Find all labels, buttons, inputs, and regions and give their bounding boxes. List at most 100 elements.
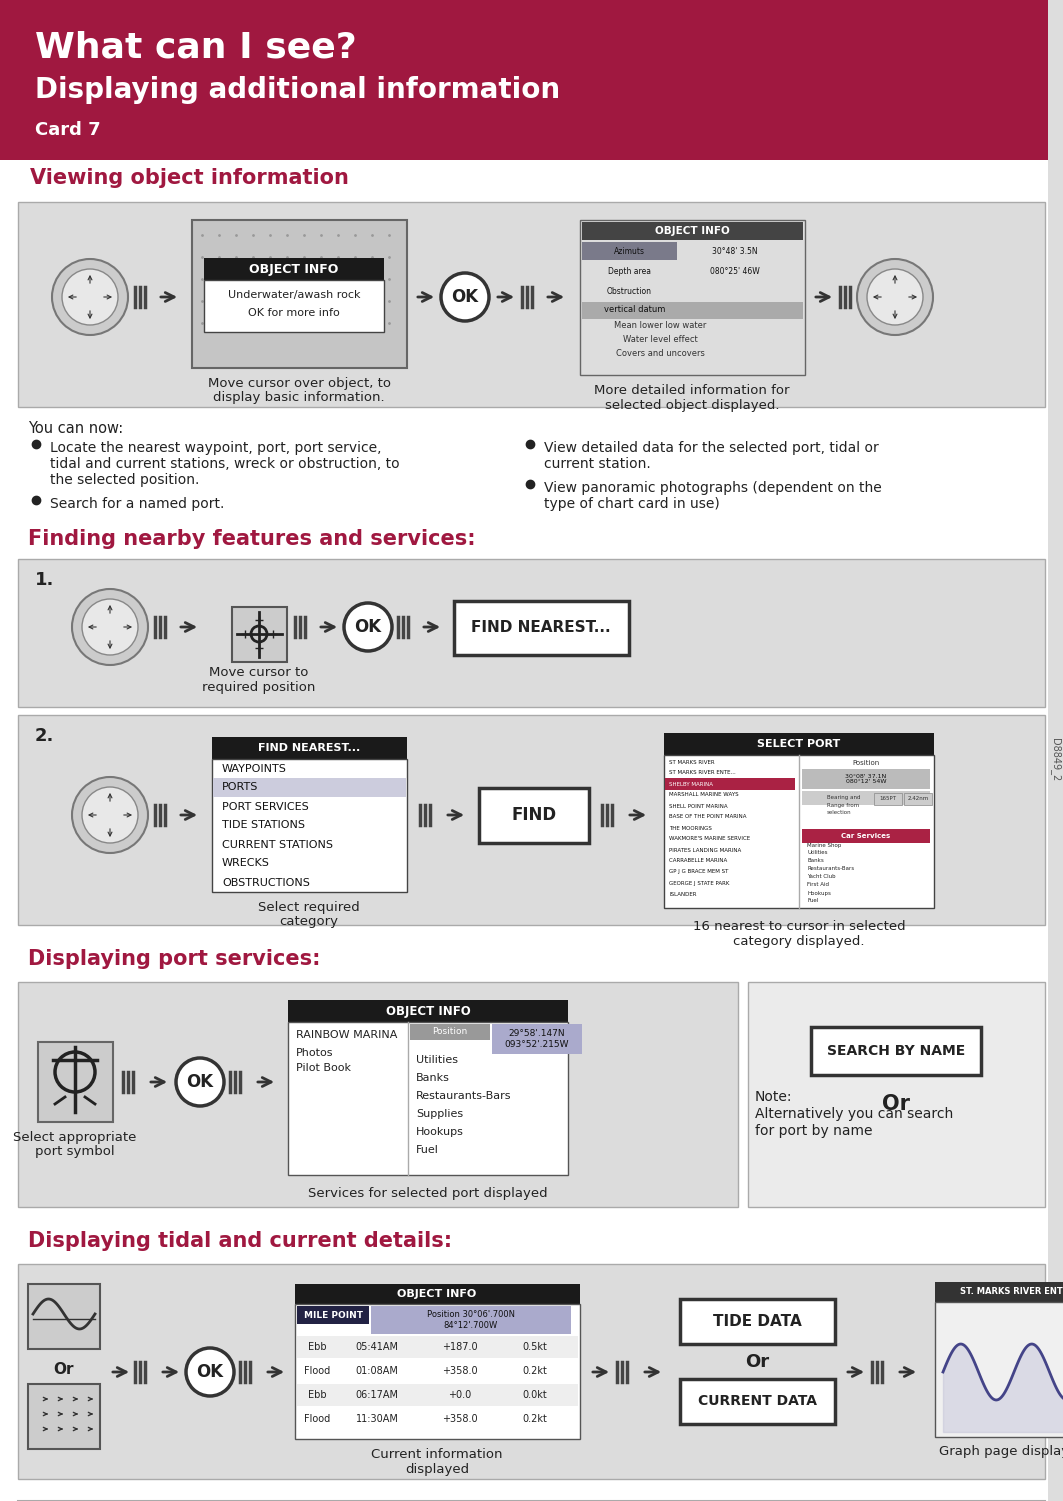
Text: 05:41AM: 05:41AM (355, 1342, 399, 1352)
Text: CURRENT STATIONS: CURRENT STATIONS (222, 839, 333, 850)
Text: SELECT PORT: SELECT PORT (757, 738, 841, 749)
Text: selection: selection (827, 809, 851, 815)
Bar (28, 1283, 100, 1349)
Circle shape (82, 787, 138, 844)
Text: Hookups: Hookups (416, 1127, 463, 1136)
Text: WRECKS: WRECKS (222, 859, 270, 869)
Text: type of chart card in use): type of chart card in use) (544, 497, 720, 510)
Text: TIDE DATA: TIDE DATA (712, 1313, 802, 1328)
Text: Ebb: Ebb (307, 1342, 326, 1352)
Text: SHELL POINT MARINA: SHELL POINT MARINA (669, 803, 728, 809)
Text: RAINBOW MARINA: RAINBOW MARINA (296, 1030, 398, 1040)
Bar (288, 1000, 568, 1022)
Text: Services for selected port displayed: Services for selected port displayed (308, 1186, 547, 1199)
Bar (232, 606, 287, 662)
Bar (492, 1024, 583, 1054)
Bar (192, 221, 407, 368)
Text: PIRATES LANDING MARINA: PIRATES LANDING MARINA (669, 848, 741, 853)
Text: 0.0kt: 0.0kt (523, 1390, 547, 1400)
Text: FIND NEAREST...: FIND NEAREST... (471, 620, 611, 635)
Text: ST MARKS RIVER ENTE...: ST MARKS RIVER ENTE... (669, 770, 736, 776)
Circle shape (52, 260, 128, 335)
Text: vertical datum: vertical datum (604, 306, 665, 315)
Text: THE MOORINGS: THE MOORINGS (669, 826, 712, 830)
Bar (802, 769, 930, 790)
Text: Covers and uncovers: Covers and uncovers (615, 350, 705, 359)
Text: Ebb: Ebb (307, 1390, 326, 1400)
Text: Search for a named port.: Search for a named port. (50, 497, 224, 510)
Text: Or: Or (745, 1352, 769, 1370)
Text: Current information: Current information (371, 1447, 503, 1460)
Bar (213, 778, 406, 797)
Text: CURRENT DATA: CURRENT DATA (697, 1394, 816, 1408)
Text: 30°08' 37.1N
080°12' 54W: 30°08' 37.1N 080°12' 54W (845, 773, 887, 785)
Text: Move cursor to: Move cursor to (209, 665, 308, 678)
Text: Banks: Banks (416, 1073, 450, 1084)
Text: Or: Or (882, 1094, 910, 1114)
Text: 2.: 2. (35, 726, 54, 744)
Text: ST MARKS RIVER: ST MARKS RIVER (669, 760, 714, 764)
Bar (18, 714, 1045, 925)
Bar (479, 788, 589, 844)
Text: View panoramic photographs (dependent on the: View panoramic photographs (dependent on… (544, 480, 881, 495)
Text: Hookups: Hookups (807, 890, 831, 896)
Bar (0, 150, 1063, 161)
Bar (297, 1306, 369, 1324)
Text: PORT SERVICES: PORT SERVICES (222, 802, 308, 812)
Text: 30°48' 3.5N: 30°48' 3.5N (712, 246, 758, 255)
Text: D8849_2: D8849_2 (1049, 738, 1061, 782)
Text: 0.2kt: 0.2kt (523, 1366, 547, 1376)
Text: OK: OK (197, 1363, 223, 1381)
Text: GP J G BRACE MEM ST: GP J G BRACE MEM ST (669, 869, 728, 875)
Circle shape (72, 588, 148, 665)
Text: display basic information.: display basic information. (214, 392, 385, 404)
Bar (288, 1022, 568, 1175)
Text: Position: Position (853, 760, 879, 766)
Text: Mean lower low water: Mean lower low water (613, 321, 706, 330)
Text: Banks: Banks (807, 859, 824, 863)
Text: Move cursor over object, to: Move cursor over object, to (207, 377, 390, 389)
Text: Obstruction: Obstruction (607, 287, 652, 296)
Text: OBJECT INFO: OBJECT INFO (398, 1289, 476, 1298)
Text: WAYPOINTS: WAYPOINTS (222, 764, 287, 773)
Text: Displaying port services:: Displaying port services: (28, 949, 321, 970)
Text: OK for more info: OK for more info (248, 308, 340, 318)
Text: OK: OK (452, 288, 478, 306)
Text: Select required: Select required (258, 901, 360, 914)
Text: Card 7: Card 7 (35, 122, 101, 140)
Text: First Aid: First Aid (807, 883, 829, 887)
Text: TIDE STATIONS: TIDE STATIONS (222, 821, 305, 830)
Text: Fuel: Fuel (807, 899, 819, 904)
Bar (580, 221, 805, 375)
Bar (212, 760, 407, 892)
Text: You can now:: You can now: (28, 420, 123, 435)
Bar (38, 1042, 113, 1123)
Circle shape (867, 269, 923, 326)
Text: +187.0: +187.0 (442, 1342, 477, 1352)
Text: CARRABELLE MARINA: CARRABELLE MARINA (669, 859, 727, 863)
Bar (665, 778, 795, 790)
Text: OBJECT INFO: OBJECT INFO (250, 263, 339, 276)
Text: 1.: 1. (35, 570, 54, 588)
Text: Bearing and: Bearing and (827, 796, 861, 800)
Text: Locate the nearest waypoint, port, port service,: Locate the nearest waypoint, port, port … (50, 441, 382, 455)
Bar (297, 1336, 578, 1358)
Text: Graph page displayed: Graph page displayed (939, 1445, 1063, 1459)
Text: +358.0: +358.0 (442, 1414, 477, 1424)
Text: +0.0: +0.0 (449, 1390, 472, 1400)
Bar (802, 829, 930, 844)
Circle shape (176, 1058, 224, 1106)
Bar (371, 1306, 571, 1334)
Text: Flood: Flood (304, 1366, 331, 1376)
Text: Yacht Club: Yacht Club (807, 875, 836, 880)
Text: SEARCH BY NAME: SEARCH BY NAME (827, 1045, 965, 1058)
Circle shape (82, 599, 138, 654)
Text: Displaying tidal and current details:: Displaying tidal and current details: (28, 1231, 452, 1250)
Text: Azimuts: Azimuts (613, 246, 644, 255)
Text: Or: Or (54, 1361, 74, 1376)
Circle shape (186, 1348, 234, 1396)
Text: category: category (280, 916, 338, 929)
Text: Flood: Flood (304, 1414, 331, 1424)
Text: Water level effect: Water level effect (623, 336, 697, 345)
Text: the selected position.: the selected position. (50, 473, 200, 486)
